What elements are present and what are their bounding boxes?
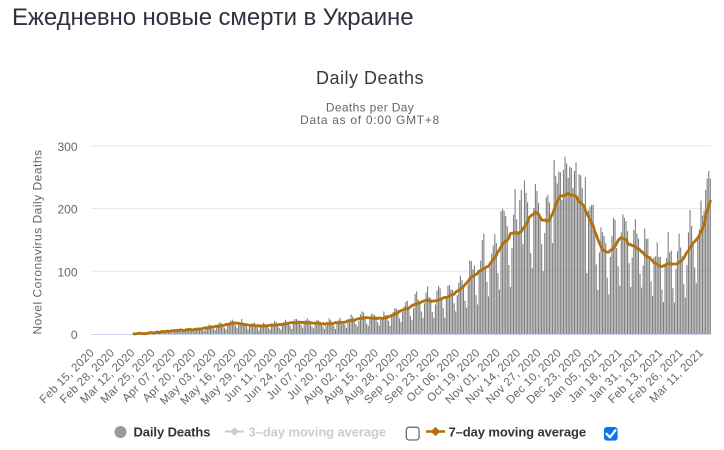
svg-text:Daily Deaths: Daily Deaths xyxy=(316,68,424,88)
svg-text:300: 300 xyxy=(57,140,77,154)
svg-text:7–day moving average: 7–day moving average xyxy=(449,425,586,440)
svg-text:0: 0 xyxy=(71,328,78,342)
svg-text:3–day moving average: 3–day moving average xyxy=(249,425,386,440)
svg-text:200: 200 xyxy=(57,203,77,217)
svg-text:Daily Deaths: Daily Deaths xyxy=(134,425,211,440)
svg-text:100: 100 xyxy=(57,265,77,279)
svg-text:Deaths per Day: Deaths per Day xyxy=(326,101,414,115)
svg-text:Data as of 0:00 GMT+8: Data as of 0:00 GMT+8 xyxy=(300,113,440,127)
svg-text:Novel Coronavirus Daily Deaths: Novel Coronavirus Daily Deaths xyxy=(31,149,45,334)
